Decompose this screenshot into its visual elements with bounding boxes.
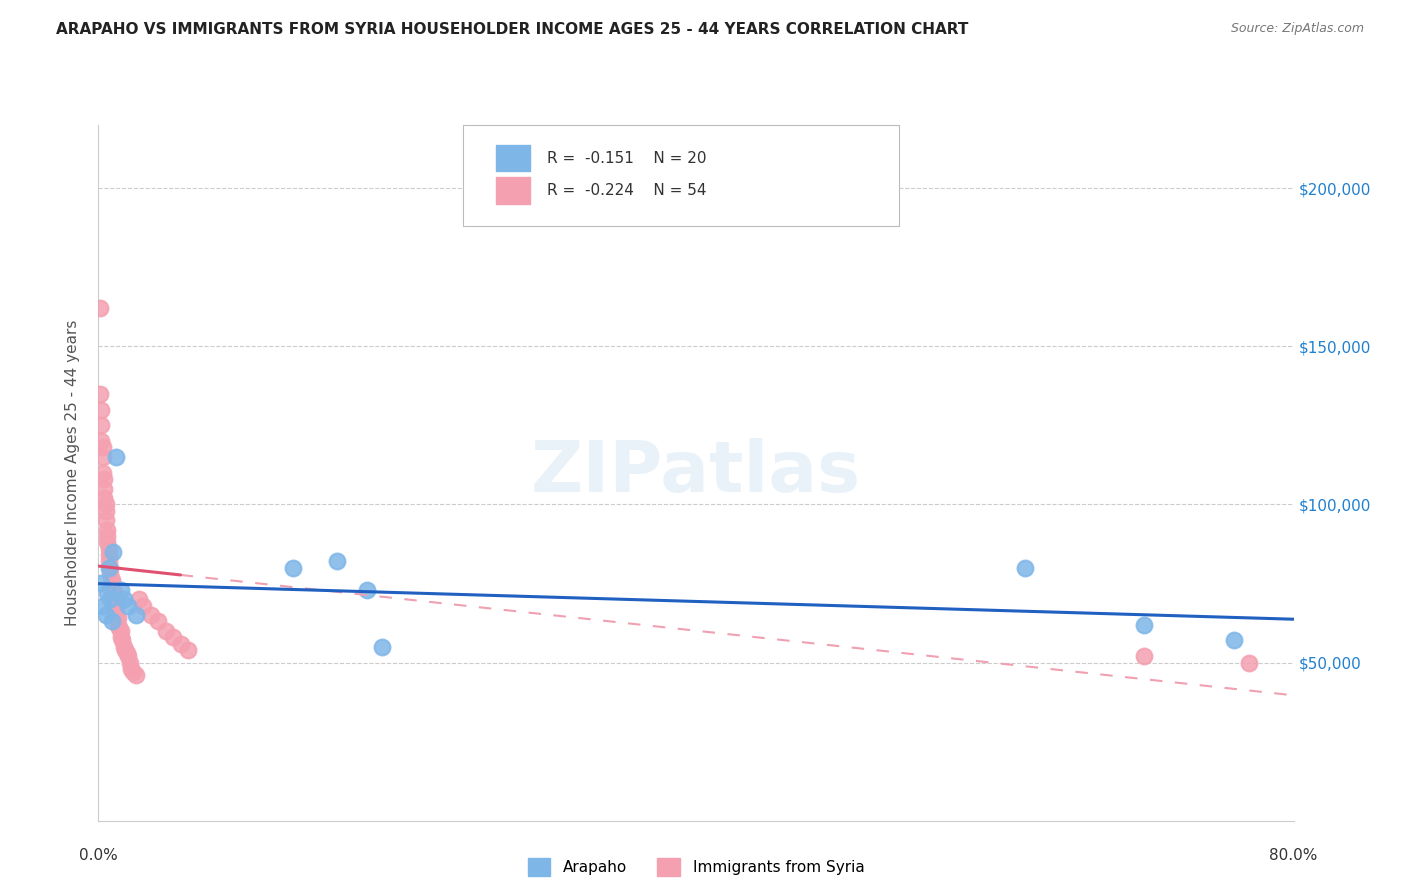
- Point: [94, 513, 117, 527]
- Point: [114, 643, 136, 657]
- Point: [90, 576, 112, 591]
- Point: [94, 504, 117, 518]
- Y-axis label: Householder Income Ages 25 - 44 years: Householder Income Ages 25 - 44 years: [65, 319, 80, 626]
- Point: [111, 633, 134, 648]
- Point: [105, 601, 128, 615]
- Point: [356, 582, 378, 597]
- Point: [97, 541, 120, 556]
- Point: [125, 668, 148, 682]
- Point: [100, 592, 122, 607]
- Point: [177, 643, 200, 657]
- Point: [103, 586, 125, 600]
- Point: [104, 599, 127, 613]
- Point: [107, 611, 129, 625]
- Point: [93, 491, 115, 505]
- Point: [89, 386, 111, 401]
- Point: [101, 574, 124, 588]
- Legend: Arapaho, Immigrants from Syria: Arapaho, Immigrants from Syria: [522, 852, 870, 882]
- Point: [139, 608, 162, 623]
- Point: [94, 608, 117, 623]
- Point: [117, 599, 139, 613]
- Point: [132, 599, 155, 613]
- Point: [120, 662, 142, 676]
- Point: [169, 636, 191, 650]
- Point: [128, 592, 150, 607]
- Point: [103, 582, 125, 597]
- Point: [110, 624, 132, 638]
- Point: [107, 617, 129, 632]
- Text: R =  -0.224    N = 54: R = -0.224 N = 54: [547, 183, 706, 198]
- Point: [155, 624, 177, 638]
- Point: [105, 450, 128, 464]
- Point: [90, 418, 112, 433]
- Point: [281, 560, 304, 574]
- Point: [96, 523, 118, 537]
- Point: [103, 545, 125, 559]
- Point: [94, 497, 117, 511]
- Point: [96, 535, 118, 549]
- Point: [91, 450, 114, 464]
- Point: [100, 566, 122, 581]
- Point: [112, 592, 135, 607]
- Point: [100, 560, 122, 574]
- Text: 80.0%: 80.0%: [1270, 848, 1317, 863]
- Point: [162, 630, 184, 644]
- FancyBboxPatch shape: [463, 125, 900, 226]
- Point: [121, 665, 143, 679]
- Point: [96, 586, 118, 600]
- Point: [91, 599, 114, 613]
- Point: [91, 466, 114, 480]
- Text: 0.0%: 0.0%: [79, 848, 118, 863]
- Point: [108, 621, 131, 635]
- Point: [1133, 649, 1156, 664]
- Point: [1223, 633, 1246, 648]
- Point: [125, 608, 148, 623]
- Point: [112, 640, 135, 654]
- Text: ARAPAHO VS IMMIGRANTS FROM SYRIA HOUSEHOLDER INCOME AGES 25 - 44 YEARS CORRELATI: ARAPAHO VS IMMIGRANTS FROM SYRIA HOUSEHO…: [56, 22, 969, 37]
- Bar: [496, 177, 530, 203]
- Point: [101, 615, 124, 629]
- Text: Source: ZipAtlas.com: Source: ZipAtlas.com: [1230, 22, 1364, 36]
- Point: [90, 434, 112, 449]
- Point: [97, 554, 120, 568]
- Point: [93, 472, 115, 486]
- Point: [97, 548, 120, 562]
- Point: [117, 649, 139, 664]
- Point: [371, 640, 394, 654]
- Point: [96, 529, 118, 543]
- Point: [90, 402, 112, 417]
- Point: [1237, 656, 1260, 670]
- Point: [1014, 560, 1036, 574]
- Point: [110, 582, 132, 597]
- Point: [115, 646, 138, 660]
- Text: ZIPatlas: ZIPatlas: [531, 438, 860, 508]
- Point: [89, 301, 111, 316]
- Point: [118, 656, 141, 670]
- Bar: [496, 145, 530, 171]
- Point: [91, 441, 114, 455]
- Point: [93, 482, 115, 496]
- Point: [1133, 617, 1156, 632]
- Point: [148, 615, 170, 629]
- Point: [101, 576, 124, 591]
- Point: [105, 608, 128, 623]
- Text: R =  -0.151    N = 20: R = -0.151 N = 20: [547, 151, 706, 166]
- Point: [104, 592, 127, 607]
- Point: [326, 554, 349, 568]
- Point: [97, 560, 120, 574]
- Point: [110, 630, 132, 644]
